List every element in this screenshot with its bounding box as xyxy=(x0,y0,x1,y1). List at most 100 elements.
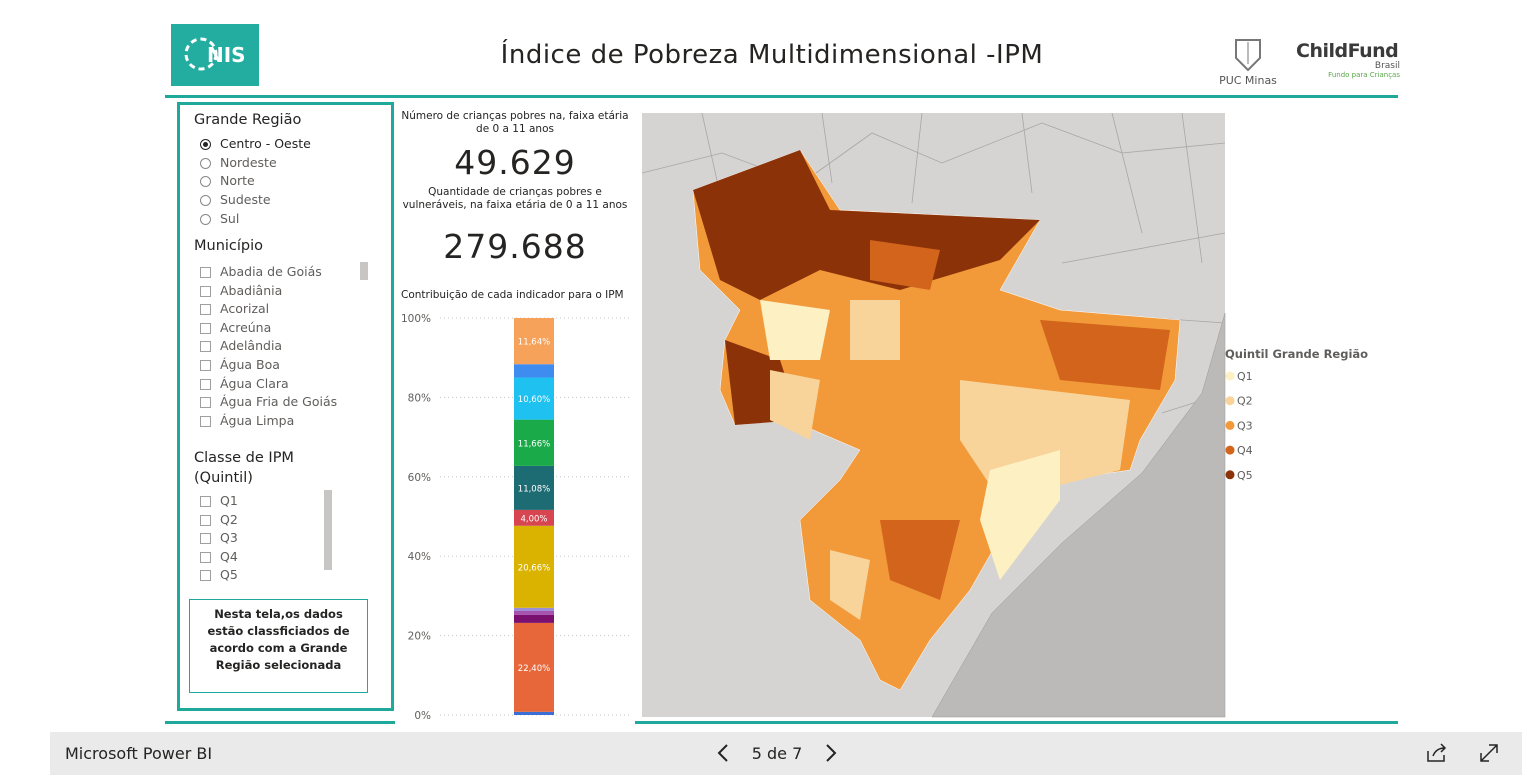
legend-swatch xyxy=(1225,371,1235,381)
municipality-option[interactable]: Água Limpa xyxy=(200,412,294,428)
map-visual: Quintil Grande Região Q1 Q2 Q3 Q4 Q5 xyxy=(642,113,1368,718)
region-option[interactable]: Centro - Oeste xyxy=(200,135,311,153)
option-label: Nordeste xyxy=(220,154,277,170)
filter-panel xyxy=(177,102,394,711)
y-tick-label: 80% xyxy=(408,392,431,404)
header-rule xyxy=(165,95,1398,98)
region-option[interactable]: Sul xyxy=(200,210,239,228)
chart-title: Contribuição de cada indicador para o IP… xyxy=(401,289,624,301)
childfund-text: ChildFund xyxy=(1296,40,1399,62)
value-label: 4,00% xyxy=(520,514,547,524)
logo-ring xyxy=(184,37,218,71)
quintile-area xyxy=(870,240,940,290)
bar-segment xyxy=(514,610,554,615)
quintile-option[interactable]: Q2 xyxy=(200,511,238,529)
legend-label: Q5 xyxy=(1237,469,1253,482)
municipality-option[interactable]: Abadia de Goiás xyxy=(200,263,322,281)
bar-segment xyxy=(514,622,554,712)
map-legend: Quintil Grande Região Q1 Q2 Q3 Q4 Q5 xyxy=(1225,347,1368,482)
bar-segment xyxy=(514,607,554,611)
fullscreen-button[interactable] xyxy=(1480,744,1498,762)
legend-title: Quintil Grande Região xyxy=(1225,347,1368,361)
checkbox[interactable] xyxy=(200,322,211,334)
share-button[interactable] xyxy=(1427,743,1447,762)
scrollbar[interactable] xyxy=(360,262,368,280)
checkbox[interactable] xyxy=(200,341,211,353)
checkbox[interactable] xyxy=(200,378,211,390)
logo-text: NIS xyxy=(207,43,246,67)
border xyxy=(701,113,1203,264)
puc-text: PUC Minas xyxy=(1219,74,1277,87)
radio-button[interactable] xyxy=(200,213,211,225)
bar-segment xyxy=(514,614,554,623)
checkbox[interactable] xyxy=(200,570,211,581)
value-label: 11,64% xyxy=(518,338,550,348)
prev-page[interactable] xyxy=(717,744,728,762)
legend-label: Q1 xyxy=(1237,370,1253,383)
scrollbar[interactable] xyxy=(324,490,332,570)
quintile-area xyxy=(770,370,820,440)
kpi-label: Número de crianças pobres na, faixa etár… xyxy=(401,110,629,135)
municipality-option[interactable]: Água Fria de Goiás xyxy=(200,393,337,411)
municipality-option[interactable]: Abadiânia xyxy=(200,282,282,300)
checkbox[interactable] xyxy=(200,496,211,507)
option-label: Q3 xyxy=(220,530,238,545)
region-option[interactable]: Nordeste xyxy=(200,154,277,172)
checkbox[interactable] xyxy=(200,514,211,526)
option-label: Água Fria de Goiás xyxy=(220,394,338,410)
footer-app-name: Microsoft Power BI xyxy=(65,744,213,763)
quintile-option[interactable]: Q5 xyxy=(200,566,238,584)
checkbox[interactable] xyxy=(200,415,211,427)
quintile-area xyxy=(830,550,870,620)
checkbox[interactable] xyxy=(200,533,211,544)
region-option[interactable]: Norte xyxy=(200,172,255,190)
legend-swatch xyxy=(1225,445,1235,455)
municipality-option[interactable]: Água Clara xyxy=(200,375,289,393)
municipality-option[interactable]: Adelândia xyxy=(200,337,282,355)
radio-button[interactable] xyxy=(200,176,211,188)
value-label: 22,40% xyxy=(518,664,550,674)
radio-button[interactable] xyxy=(200,157,211,169)
legend-swatch xyxy=(1225,420,1235,430)
checkbox[interactable] xyxy=(200,285,211,297)
option-label: Água Limpa xyxy=(220,412,295,428)
checkbox[interactable] xyxy=(200,304,211,316)
radio-button[interactable] xyxy=(200,195,211,207)
option-label: Q2 xyxy=(220,511,238,527)
option-label: Centro - Oeste xyxy=(220,136,311,151)
quintile-option[interactable]: Q3 xyxy=(200,529,238,547)
report-title: Índice de Pobreza Multidimensional -IPM xyxy=(500,40,1044,70)
kpi-value: 279.688 xyxy=(443,227,587,266)
quintile-option[interactable]: Q1 xyxy=(200,492,238,510)
quintile-area xyxy=(850,300,900,360)
municipality-option[interactable]: Água Boa xyxy=(200,356,280,374)
option-label: Q1 xyxy=(220,493,238,508)
checkbox[interactable] xyxy=(200,267,211,278)
option-label: Abadia de Goiás xyxy=(220,264,322,279)
y-tick-label: 40% xyxy=(408,551,431,563)
municipality-option[interactable]: Acorizal xyxy=(200,300,269,318)
option-label: Água Clara xyxy=(220,375,289,391)
option-label: Acorizal xyxy=(220,301,270,317)
municipality-option[interactable]: Acreúna xyxy=(200,319,271,337)
neighbor-states xyxy=(931,312,1226,718)
checkbox[interactable] xyxy=(200,551,211,563)
page-indicator: 5 de 7 xyxy=(751,744,803,763)
quintile-area xyxy=(880,520,960,600)
legend-swatch xyxy=(1225,470,1235,480)
checkbox[interactable] xyxy=(200,397,211,409)
bar-segment xyxy=(514,509,554,526)
emblem-shape xyxy=(1235,39,1261,72)
kpi-label: Quantidade de crianças pobres e vulneráv… xyxy=(402,186,628,211)
region-option[interactable]: Sudeste xyxy=(200,191,271,209)
ipm-contribution-chart: Contribuição de cada indicador para o IP… xyxy=(401,289,632,722)
quintile-option[interactable]: Q4 xyxy=(200,548,238,566)
kpi-value: 49.629 xyxy=(454,143,576,182)
value-label: 11,66% xyxy=(518,439,550,449)
value-label: 10,60% xyxy=(518,395,550,405)
bar-segment xyxy=(514,377,554,420)
y-tick-label: 100% xyxy=(401,313,431,325)
radio-button[interactable] xyxy=(200,139,211,150)
checkbox[interactable] xyxy=(200,360,211,371)
next-page[interactable] xyxy=(826,744,837,762)
